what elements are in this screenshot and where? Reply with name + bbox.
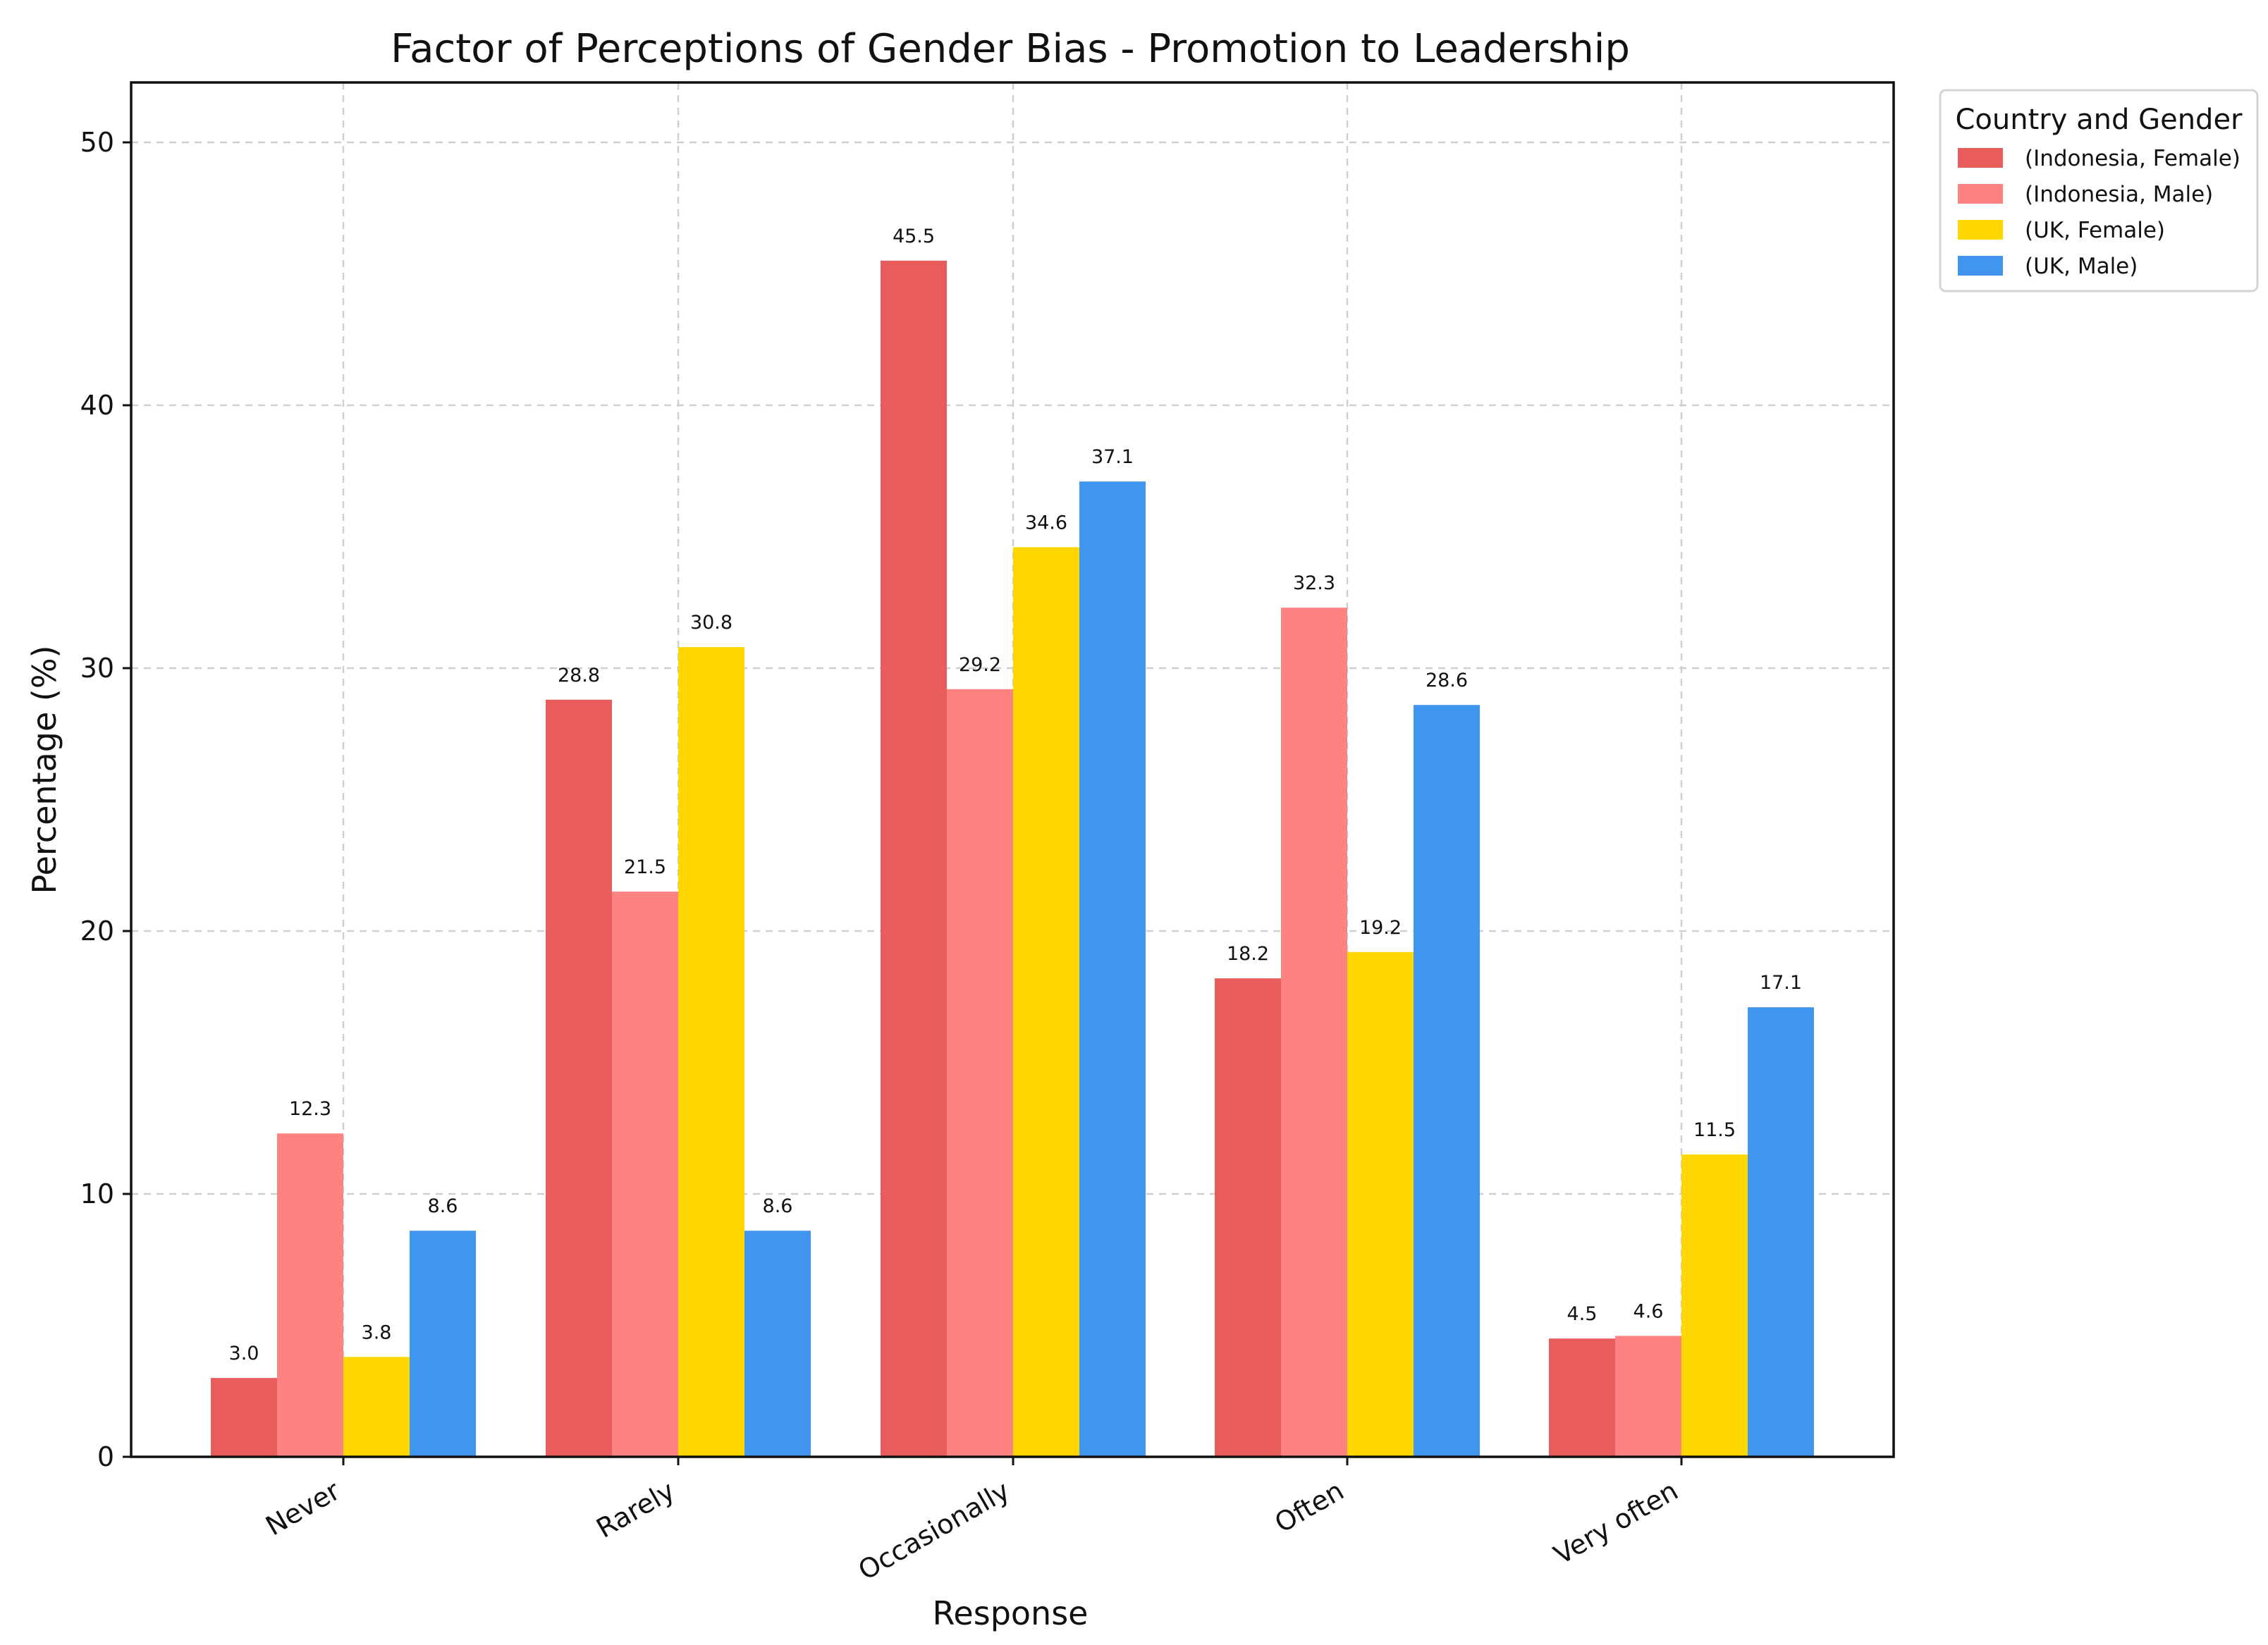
y-tick-label: 0 bbox=[97, 1441, 114, 1472]
y-axis: 0 10 20 30 40 50 bbox=[80, 127, 131, 1472]
bar bbox=[410, 1231, 476, 1457]
legend-frame bbox=[1939, 89, 2259, 292]
bar-value-label: 45.5 bbox=[893, 226, 935, 247]
bar-value-label: 4.6 bbox=[1633, 1300, 1664, 1322]
legend-swatch bbox=[1958, 220, 2003, 240]
bar bbox=[1681, 1154, 1748, 1457]
y-tick-label: 40 bbox=[80, 390, 114, 421]
bar bbox=[1215, 978, 1281, 1457]
bar-value-label: 32.3 bbox=[1293, 572, 1335, 594]
y-axis-label: Percentage (%) bbox=[25, 646, 63, 894]
bar-value-label: 37.1 bbox=[1091, 446, 1134, 468]
legend-swatch bbox=[1958, 256, 2003, 276]
legend-swatch bbox=[1958, 184, 2003, 204]
legend-entry-label: (UK, Female) bbox=[2025, 218, 2165, 243]
bar bbox=[343, 1357, 410, 1457]
y-tick-label: 30 bbox=[80, 653, 114, 684]
bar-value-label: 28.6 bbox=[1426, 670, 1468, 691]
y-tick-label: 50 bbox=[80, 127, 114, 158]
bar-value-label: 3.8 bbox=[362, 1321, 392, 1343]
bar bbox=[211, 1378, 277, 1457]
bar bbox=[881, 260, 947, 1458]
bar-value-label: 21.5 bbox=[624, 856, 666, 878]
bar bbox=[1013, 547, 1079, 1458]
bar-value-label: 17.1 bbox=[1760, 972, 1802, 994]
chart-title: Factor of Perceptions of Gender Bias - P… bbox=[391, 26, 1630, 72]
value-labels: 3.0 28.8 45.5 18.2 4.5 12.3 21.5 29.2 32.3 4.6 3.8… bbox=[229, 226, 1803, 1364]
bar-value-label: 3.0 bbox=[229, 1343, 259, 1364]
bar bbox=[947, 689, 1013, 1457]
bar-value-label: 11.5 bbox=[1693, 1119, 1736, 1141]
bar-value-label: 28.8 bbox=[558, 665, 600, 686]
bar bbox=[277, 1133, 343, 1457]
bar-value-label: 8.6 bbox=[763, 1195, 793, 1217]
y-tick-label: 10 bbox=[80, 1178, 114, 1209]
bar bbox=[1748, 1007, 1814, 1457]
bar bbox=[1414, 705, 1480, 1457]
bar bbox=[1549, 1338, 1615, 1457]
legend-swatch bbox=[1958, 148, 2003, 168]
bar-value-label: 30.8 bbox=[690, 612, 732, 634]
bar bbox=[546, 699, 612, 1457]
legend-items: (Indonesia, Female) (Indonesia, Male) (UK,… bbox=[1958, 146, 2241, 279]
legend-title: Country and Gender bbox=[1956, 104, 2243, 136]
bar bbox=[1615, 1336, 1681, 1457]
bar-value-label: 19.2 bbox=[1359, 917, 1402, 939]
bar-value-label: 8.6 bbox=[428, 1195, 458, 1217]
x-axis-label: Response bbox=[933, 1594, 1089, 1632]
bar bbox=[678, 647, 744, 1458]
bar bbox=[1079, 481, 1146, 1458]
bar-value-label: 18.2 bbox=[1227, 943, 1269, 965]
bar-value-label: 29.2 bbox=[959, 654, 1001, 676]
bar-value-label: 12.3 bbox=[289, 1098, 331, 1120]
legend-entry-label: (Indonesia, Male) bbox=[2025, 182, 2213, 207]
bar-value-label: 34.6 bbox=[1025, 512, 1067, 534]
bar-value-label: 4.5 bbox=[1567, 1303, 1598, 1325]
bars bbox=[211, 260, 1814, 1458]
legend-entry-label: (Indonesia, Female) bbox=[2025, 146, 2241, 171]
bar bbox=[612, 892, 678, 1457]
y-tick-label: 20 bbox=[80, 916, 114, 947]
bar bbox=[744, 1231, 811, 1457]
legend: Country and Gender (Indonesia, Female)(I… bbox=[1939, 89, 2259, 292]
legend-entry-label: (UK, Male) bbox=[2025, 254, 2138, 279]
bar bbox=[1281, 608, 1347, 1458]
bar bbox=[1347, 951, 1414, 1457]
